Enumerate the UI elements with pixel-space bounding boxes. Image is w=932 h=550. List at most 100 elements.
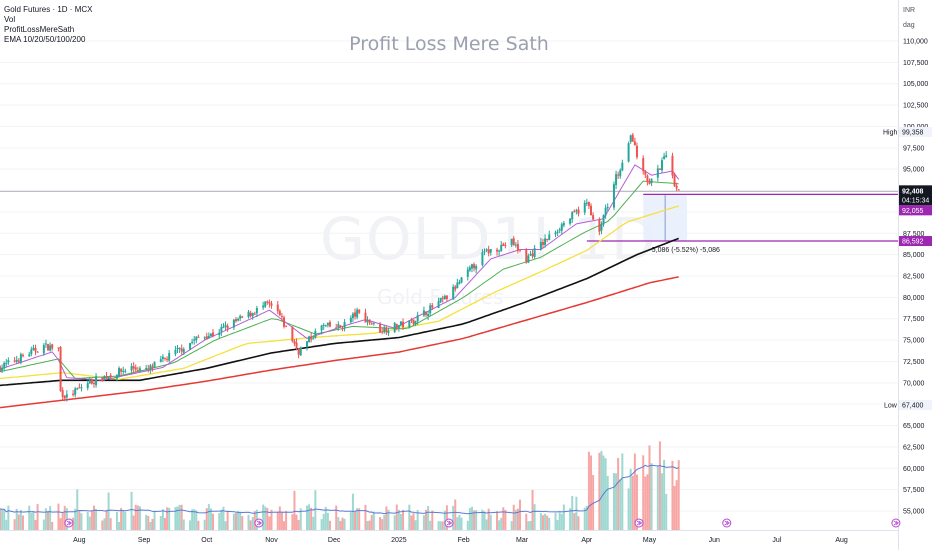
candle-body — [197, 336, 200, 338]
candle-body — [661, 160, 664, 171]
candle-body — [422, 310, 425, 316]
low-value: 67,400 — [902, 403, 924, 410]
volume-bar — [19, 510, 22, 530]
candle-body — [205, 336, 208, 340]
volume-bar — [57, 503, 60, 530]
volume-bar — [410, 515, 413, 530]
candle-body — [648, 181, 651, 185]
candle-body — [153, 362, 156, 368]
volume-bar — [32, 511, 35, 530]
volume-bar — [153, 510, 156, 530]
candle-body — [612, 184, 615, 208]
volume-bar — [635, 474, 638, 530]
legend-indicator[interactable]: ProfitLossMereSath — [4, 25, 75, 34]
candle-body — [677, 189, 680, 191]
legend-ema[interactable]: EMA 10/20/50/100/200 — [4, 35, 86, 44]
candle-body — [587, 201, 590, 206]
legend-volume[interactable]: Vol — [4, 15, 16, 24]
volume-bar — [541, 515, 544, 530]
volume-bar — [136, 505, 139, 530]
volume-bar — [189, 520, 192, 530]
price-tick-label: 102,500 — [903, 103, 928, 110]
candle-body — [498, 250, 501, 252]
candle-body — [63, 395, 66, 399]
low-value-bg — [899, 400, 932, 411]
candle-body — [264, 301, 267, 307]
volume-bar — [562, 504, 565, 530]
candle-body — [412, 319, 415, 324]
candle-body — [496, 249, 499, 252]
volume-bar — [633, 453, 636, 530]
candle-body — [237, 318, 240, 321]
volume-bar — [320, 519, 323, 530]
candle-body — [218, 332, 221, 336]
candle-body — [341, 328, 344, 330]
candle-body — [42, 345, 45, 354]
candle-body — [489, 249, 492, 253]
candle-body — [358, 309, 361, 313]
candle-body — [573, 211, 576, 213]
volume-bar — [285, 510, 288, 530]
price-tick-label: 107,500 — [903, 60, 928, 67]
candle-body — [385, 328, 388, 333]
candle-body — [212, 332, 215, 337]
volume-bar — [44, 508, 47, 530]
level-b-value: 86,592 — [902, 239, 924, 246]
volume-bar — [349, 512, 352, 530]
candle-body — [397, 325, 400, 328]
candle-body — [95, 376, 98, 386]
candle-body — [456, 282, 459, 289]
ema10-line — [0, 164, 680, 381]
volume-bar — [629, 468, 632, 530]
candle-body — [72, 393, 75, 395]
candle-body — [47, 344, 50, 351]
volume-ma-line — [0, 464, 679, 515]
time-tick-label: 2025 — [391, 537, 407, 544]
volume-bar — [408, 504, 411, 530]
volume-bar — [224, 521, 227, 530]
volume-bar — [675, 480, 678, 530]
legend-title[interactable]: Gold Futures · 1D · MCX — [4, 5, 93, 14]
candle-body — [310, 336, 313, 340]
unit-label[interactable]: dag — [903, 22, 915, 29]
volume-bar — [473, 510, 476, 530]
volume-bar — [120, 508, 123, 530]
candle-body — [174, 349, 177, 355]
volume-bar — [452, 505, 455, 530]
volume-bar — [251, 517, 254, 530]
volume-bar — [671, 460, 674, 530]
volume-bar — [195, 510, 198, 530]
candle-body — [516, 244, 519, 251]
volume-bar — [642, 455, 645, 530]
volume-bar — [218, 513, 221, 530]
volume-bar — [598, 452, 601, 530]
candle-body — [253, 313, 256, 315]
high-value-bg — [899, 126, 932, 137]
candle-body — [88, 380, 91, 384]
candle-body — [650, 178, 653, 183]
candle-body — [220, 327, 223, 332]
volume-bar — [437, 521, 440, 530]
candle-body — [255, 307, 258, 314]
volume-bar — [88, 516, 91, 530]
candle-body — [485, 249, 488, 251]
candle-body — [92, 382, 95, 384]
price-tick-label: 62,500 — [903, 444, 925, 451]
candle-body — [337, 324, 340, 328]
candle-body — [408, 320, 411, 328]
volume-bar — [456, 517, 459, 530]
candle-body — [80, 387, 83, 389]
candle-body — [454, 286, 457, 290]
time-tick-label: Dec — [328, 537, 341, 544]
volume-bar — [427, 506, 430, 530]
volume-bar — [527, 521, 530, 530]
volume-bar — [385, 506, 388, 530]
volume-bar — [42, 519, 45, 530]
volume-bar — [253, 511, 256, 530]
candle-body — [466, 269, 469, 277]
currency-label[interactable]: INR — [903, 7, 916, 14]
candle-body — [556, 231, 559, 233]
candle-body — [120, 369, 123, 372]
